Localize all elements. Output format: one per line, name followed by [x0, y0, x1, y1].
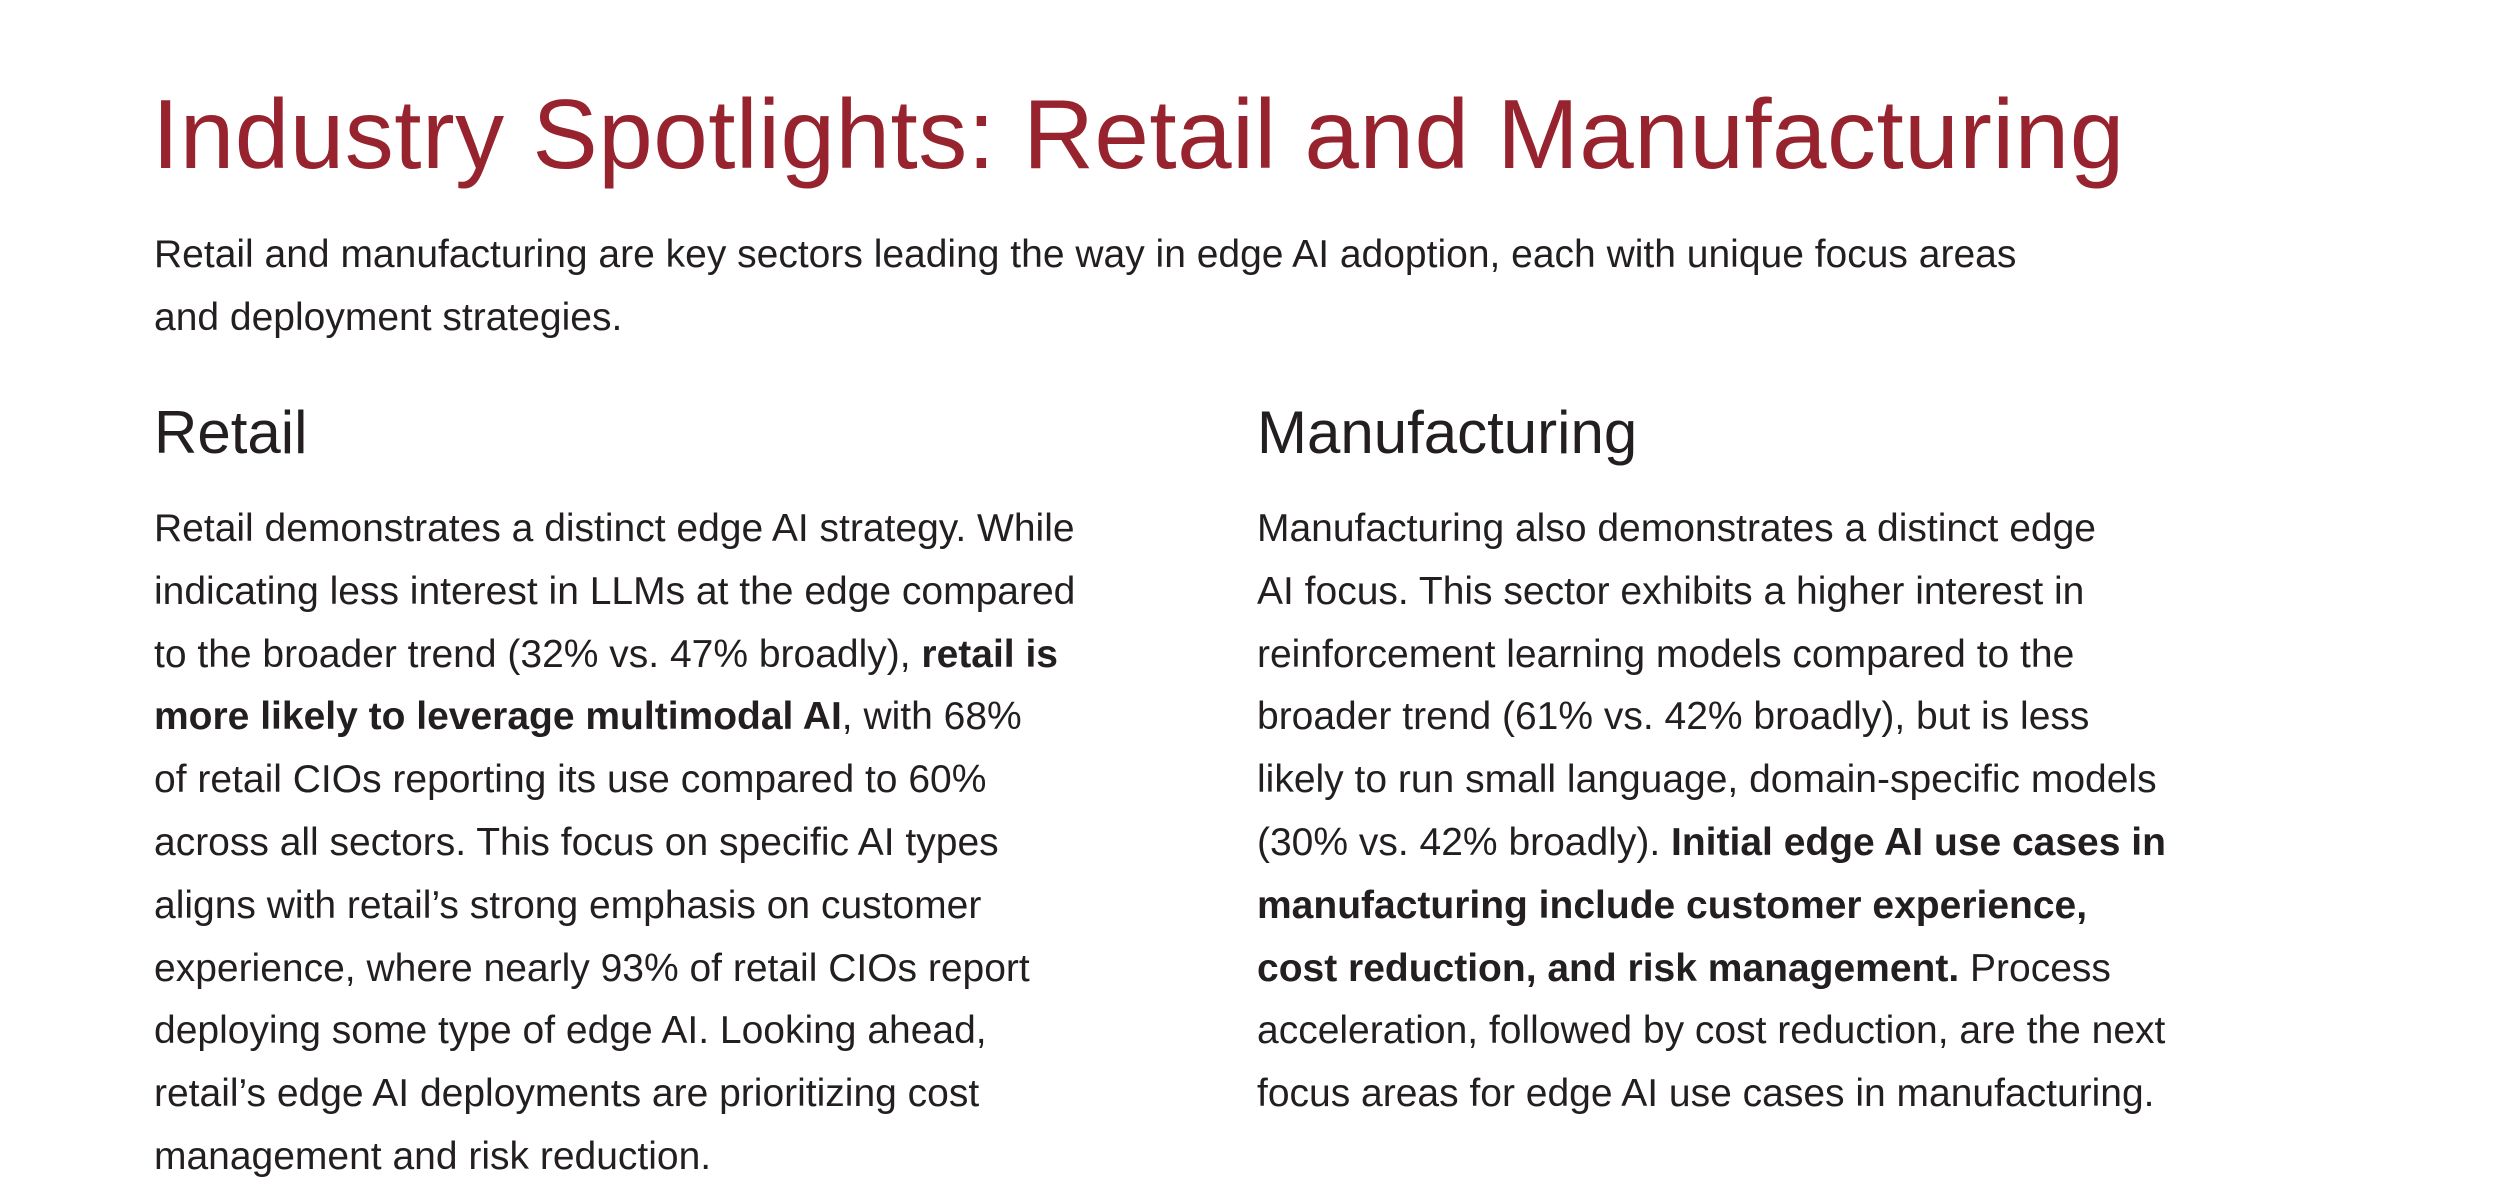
text-line: deploying some type of edge AI. Looking … — [154, 1000, 1075, 1063]
text-line: across all sectors. This focus on specif… — [154, 812, 1075, 875]
text-line: likely to run small language, domain-spe… — [1257, 749, 2166, 812]
text-line: Retail demonstrates a distinct edge AI s… — [154, 498, 1075, 561]
text-run: (30% vs. 42% broadly). — [1257, 820, 1672, 864]
text-line: retail’s edge AI deployments are priorit… — [154, 1063, 1075, 1126]
text-run: retail’s edge AI deployments are priorit… — [154, 1072, 980, 1116]
text-run: Process — [1959, 946, 2111, 990]
text-run: aligns with retail’s strong emphasis on … — [154, 883, 982, 927]
text-line: cost reduction, and risk management. Pro… — [1257, 938, 2166, 1001]
text-line: aligns with retail’s strong emphasis on … — [154, 875, 1075, 938]
text-line: and deployment strategies. — [154, 287, 2016, 350]
text-run: to the broader trend (32% vs. 47% broadl… — [154, 632, 922, 676]
text-run: Retail demonstrates a distinct edge AI s… — [154, 507, 1075, 550]
text-line: of retail CIOs reporting its use compare… — [154, 749, 1075, 812]
text-run: reinforcement learning models compared t… — [1257, 632, 2075, 676]
text-line: AI focus. This sector exhibits a higher … — [1257, 561, 2166, 624]
text-line: manufacturing include customer experienc… — [1257, 875, 2166, 938]
text-line: more likely to leverage multimodal AI, w… — [154, 686, 1075, 749]
bold-text-run: cost reduction, and risk management. — [1257, 946, 1960, 990]
text-run: across all sectors. This focus on specif… — [154, 820, 999, 864]
text-run: focus areas for edge AI use cases in man… — [1257, 1072, 2155, 1116]
text-line: to the broader trend (32% vs. 47% broadl… — [154, 624, 1075, 687]
text-line: reinforcement learning models compared t… — [1257, 624, 2166, 687]
text-run: broader trend (61% vs. 42% broadly), but… — [1257, 695, 2090, 739]
text-line: Manufacturing also demonstrates a distin… — [1257, 498, 2166, 561]
text-line: indicating less interest in LLMs at the … — [154, 561, 1075, 624]
text-run: deploying some type of edge AI. Looking … — [154, 1009, 987, 1053]
intro-paragraph: Retail and manufacturing are key sectors… — [154, 224, 2016, 350]
bold-text-run: Initial edge AI use cases in — [1671, 820, 2166, 864]
text-line: Retail and manufacturing are key sectors… — [154, 224, 2016, 287]
text-run: Retail and manufacturing are key sectors… — [154, 233, 2017, 276]
retail-heading: Retail — [154, 399, 308, 466]
text-run: acceleration, followed by cost reduction… — [1257, 1009, 2166, 1053]
bold-text-run: retail is — [921, 632, 1058, 676]
text-run: experience, where nearly 93% of retail C… — [154, 946, 1030, 990]
text-line: focus areas for edge AI use cases in man… — [1257, 1063, 2166, 1126]
text-line: (30% vs. 42% broadly). Initial edge AI u… — [1257, 812, 2166, 875]
bold-text-run: more likely to leverage multimodal AI — [154, 695, 842, 739]
text-run: indicating less interest in LLMs at the … — [154, 569, 1076, 613]
retail-paragraph: Retail demonstrates a distinct edge AI s… — [154, 498, 1075, 1189]
text-run: AI focus. This sector exhibits a higher … — [1257, 569, 2085, 613]
text-run: likely to run small language, domain-spe… — [1257, 758, 2157, 802]
bold-text-run: manufacturing include customer experienc… — [1257, 883, 2088, 927]
text-run: management and risk reduction. — [154, 1134, 712, 1178]
manufacturing-heading: Manufacturing — [1257, 399, 1638, 466]
text-run: Manufacturing also demonstrates a distin… — [1257, 507, 2096, 550]
manufacturing-paragraph: Manufacturing also demonstrates a distin… — [1257, 498, 2166, 1126]
text-line: experience, where nearly 93% of retail C… — [154, 938, 1075, 1001]
text-line: management and risk reduction. — [154, 1126, 1075, 1189]
text-line: acceleration, followed by cost reduction… — [1257, 1000, 2166, 1063]
text-run: of retail CIOs reporting its use compare… — [154, 758, 987, 802]
text-run: , with 68% — [841, 695, 1022, 739]
text-line: broader trend (61% vs. 42% broadly), but… — [1257, 686, 2166, 749]
page-title: Industry Spotlights: Retail and Manufact… — [152, 79, 2125, 189]
text-run: and deployment strategies. — [154, 295, 623, 339]
